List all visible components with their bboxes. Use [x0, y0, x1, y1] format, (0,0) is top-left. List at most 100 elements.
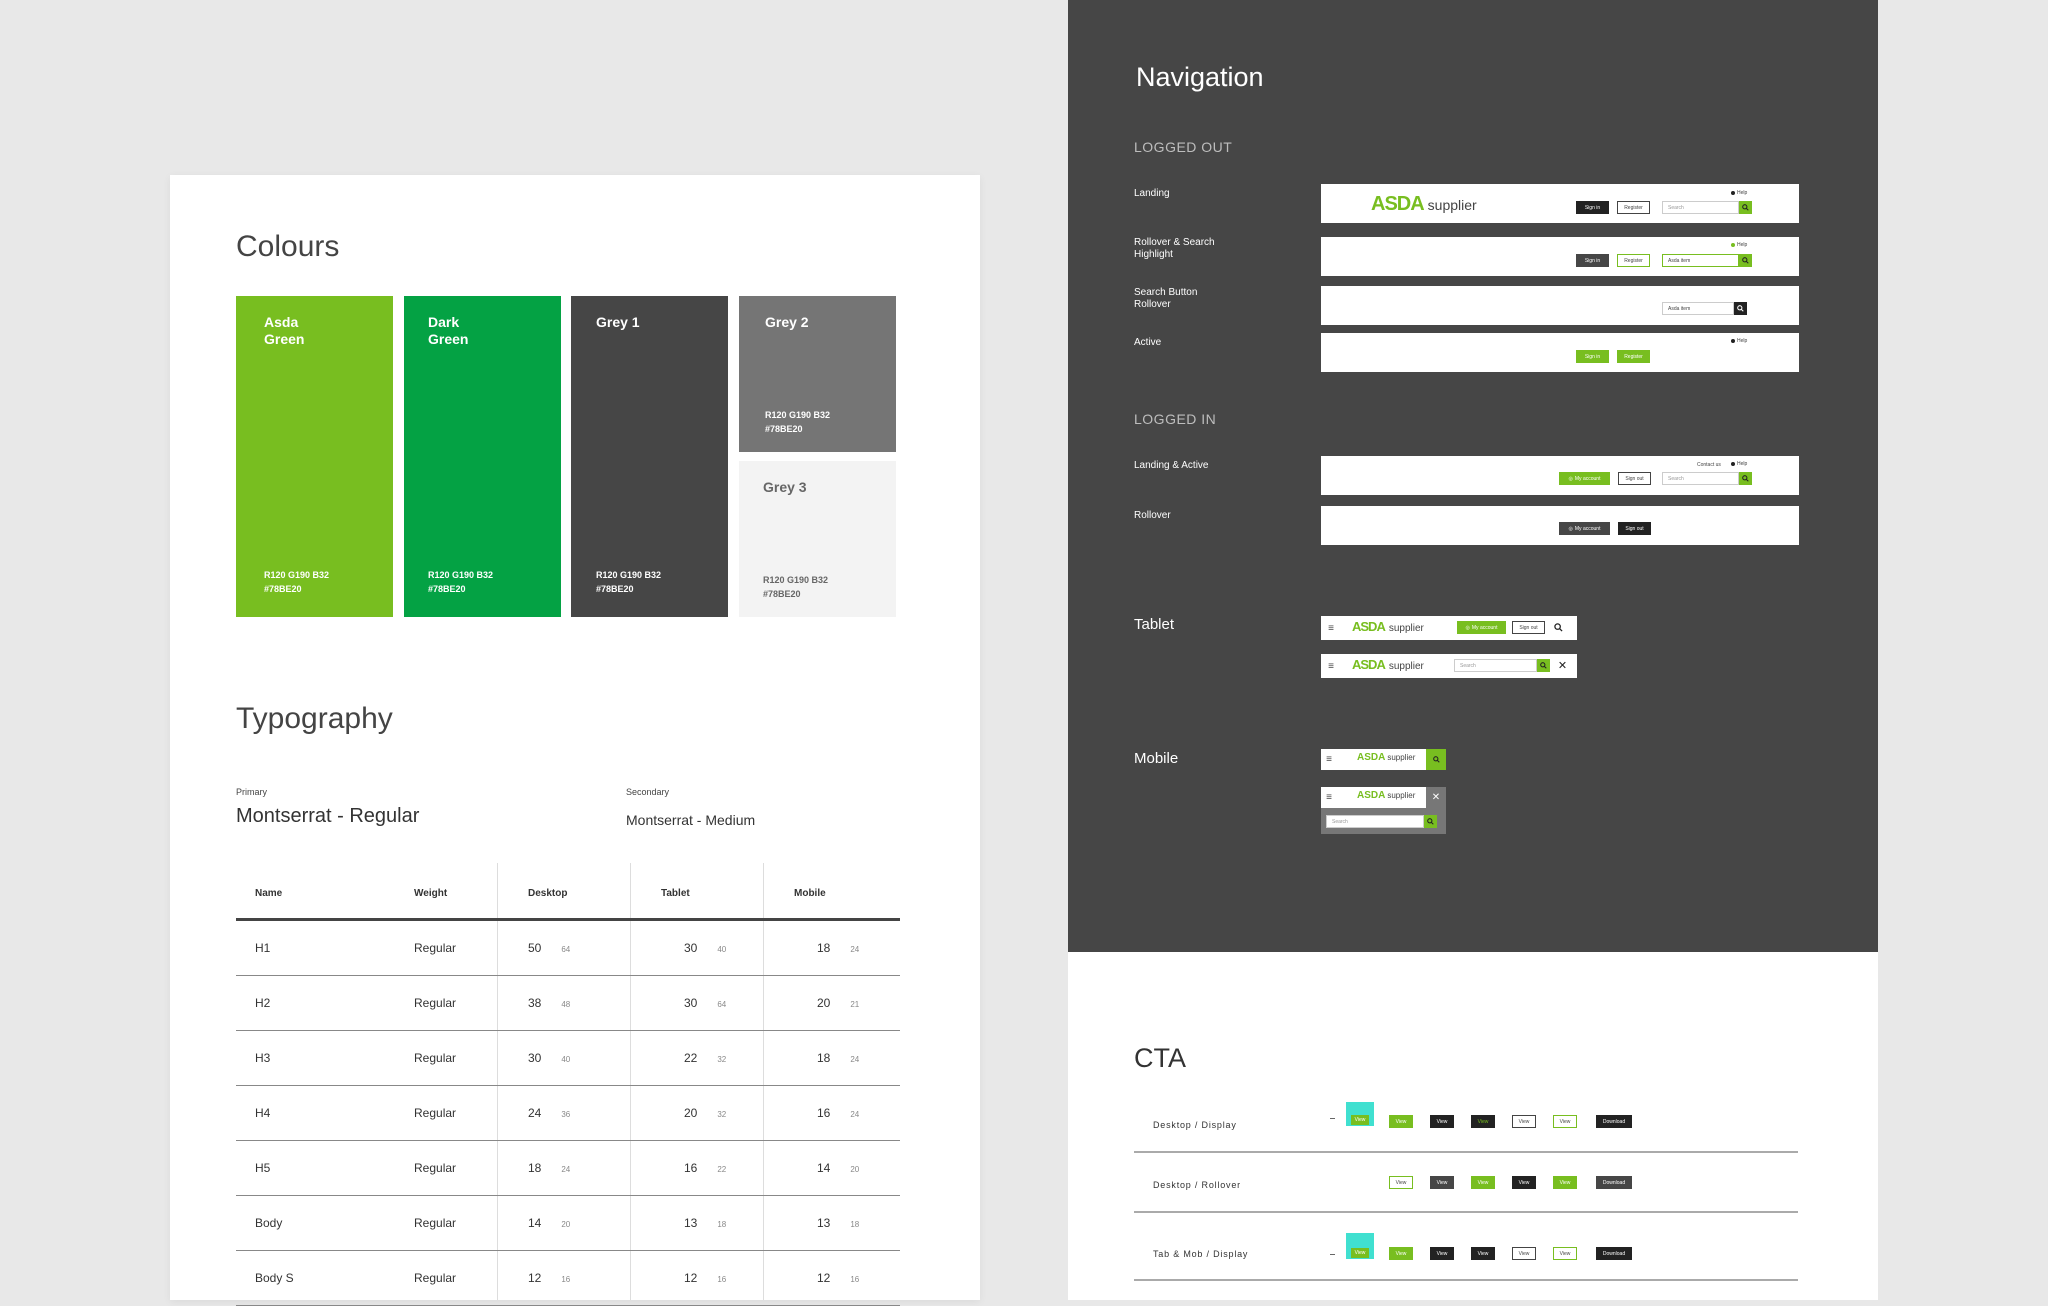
- register-button[interactable]: Register: [1617, 254, 1650, 267]
- view-button[interactable]: View: [1512, 1176, 1536, 1189]
- my-account-button[interactable]: ◎ My account: [1457, 621, 1506, 634]
- register-button[interactable]: Register: [1617, 350, 1650, 363]
- download-button[interactable]: Download: [1596, 1176, 1632, 1189]
- help-link[interactable]: Help: [1731, 338, 1747, 344]
- search-icon: [1737, 305, 1744, 312]
- search-icon: [1432, 756, 1440, 763]
- search-icon: [1540, 662, 1547, 669]
- sign-in-button[interactable]: Sign in: [1576, 201, 1609, 214]
- asda-logo[interactable]: ASDA supplier: [1357, 752, 1416, 763]
- view-button[interactable]: View: [1471, 1247, 1495, 1260]
- view-button[interactable]: View: [1351, 1248, 1369, 1258]
- swatch-rgb: R120 G190 B32: [763, 575, 829, 585]
- close-icon[interactable]: ✕: [1431, 792, 1441, 803]
- my-account-button[interactable]: ◎ My account: [1559, 472, 1610, 485]
- row-mobile: 18 24: [794, 919, 900, 976]
- contact-us-link[interactable]: Contact us: [1697, 462, 1721, 468]
- swatch-name: Grey 1: [596, 314, 640, 330]
- view-button[interactable]: View: [1512, 1247, 1536, 1260]
- nav-bar-rollover: Help Sign in Register Asda item: [1321, 237, 1799, 276]
- row-weight: Regular: [414, 1030, 506, 1086]
- hamburger-icon[interactable]: ≡: [1328, 622, 1334, 634]
- header-name: Name: [236, 868, 414, 921]
- view-button[interactable]: View: [1553, 1247, 1577, 1260]
- view-button[interactable]: View: [1430, 1247, 1454, 1260]
- nav-bar-landing: ASDA supplier Help Sign in Register Searc…: [1321, 184, 1799, 223]
- asda-logo[interactable]: ASDA supplier: [1371, 193, 1477, 215]
- row-weight: Regular: [414, 919, 506, 976]
- view-button[interactable]: View: [1512, 1115, 1536, 1128]
- sign-in-button[interactable]: Sign in: [1576, 350, 1609, 363]
- row-mobile: 12 16: [794, 1250, 900, 1306]
- swatch-name: Grey 2: [765, 314, 809, 330]
- table-row: H5 Regular 18 24 16 22 14 20: [236, 1140, 900, 1196]
- search-icon: [1554, 623, 1563, 632]
- search-input[interactable]: Search: [1662, 472, 1739, 485]
- asda-logo[interactable]: ASDA supplier: [1352, 619, 1424, 634]
- search-input[interactable]: Search: [1326, 815, 1424, 828]
- help-link[interactable]: Help: [1731, 242, 1747, 248]
- download-button[interactable]: Download: [1596, 1115, 1632, 1128]
- search-button[interactable]: [1739, 254, 1752, 267]
- style-guide-left-card: Colours Asda Green R120 G190 B32 #78BE20 …: [170, 175, 980, 1306]
- sign-out-button[interactable]: Sign out: [1618, 522, 1651, 535]
- view-button[interactable]: View: [1471, 1115, 1495, 1128]
- search-button[interactable]: [1426, 749, 1446, 770]
- hamburger-icon[interactable]: ≡: [1326, 792, 1332, 803]
- search-icon: [1742, 204, 1749, 211]
- sign-out-button[interactable]: Sign out: [1618, 472, 1651, 485]
- secondary-font: Montserrat - Medium: [626, 812, 756, 828]
- view-button[interactable]: View: [1389, 1247, 1413, 1260]
- swatch-hex: #78BE20: [596, 584, 634, 594]
- swatch-rgb: R120 G190 B32: [264, 570, 330, 580]
- view-button[interactable]: View: [1389, 1176, 1413, 1189]
- download-button[interactable]: Download: [1596, 1247, 1632, 1260]
- search-input[interactable]: Asda item: [1662, 254, 1739, 267]
- search-button[interactable]: [1739, 201, 1752, 214]
- close-icon[interactable]: ✕: [1557, 660, 1568, 672]
- row-desktop: 12 16: [506, 1250, 661, 1306]
- hamburger-icon[interactable]: ≡: [1328, 660, 1334, 672]
- row-tablet: 22 32: [661, 1030, 794, 1086]
- asda-logo[interactable]: ASDA supplier: [1357, 790, 1416, 801]
- primary-label: Primary: [236, 787, 267, 797]
- search-button[interactable]: [1537, 659, 1550, 672]
- search-button[interactable]: [1424, 815, 1437, 828]
- asda-logo[interactable]: ASDA supplier: [1352, 657, 1424, 672]
- search-button[interactable]: [1734, 302, 1747, 315]
- register-button[interactable]: Register: [1617, 201, 1650, 214]
- help-link[interactable]: Help: [1731, 190, 1747, 196]
- my-account-button[interactable]: ◎ My account: [1559, 522, 1610, 535]
- view-button[interactable]: View: [1553, 1115, 1577, 1128]
- navigation-title: Navigation: [1136, 62, 1264, 92]
- view-button[interactable]: View: [1389, 1115, 1413, 1128]
- row-label-search-button: Search Button Rollover: [1134, 287, 1198, 310]
- search-icon: [1742, 257, 1749, 264]
- search-button[interactable]: [1739, 472, 1752, 485]
- cta-row-label: Desktop / Display: [1153, 1120, 1237, 1130]
- search-button[interactable]: [1552, 621, 1565, 634]
- view-button[interactable]: View: [1553, 1176, 1577, 1189]
- swatch-hex: #78BE20: [765, 424, 803, 434]
- header-tablet: Tablet: [661, 868, 794, 921]
- help-link[interactable]: Help: [1731, 461, 1747, 467]
- view-button[interactable]: View: [1471, 1176, 1495, 1189]
- user-icon: ◎: [1568, 475, 1573, 482]
- search-input[interactable]: Search: [1662, 201, 1739, 214]
- search-input[interactable]: Search: [1454, 659, 1537, 672]
- mobile-bar-1: ≡ ASDA supplier: [1321, 749, 1446, 770]
- row-label-landing-active: Landing & Active: [1134, 460, 1209, 471]
- view-button[interactable]: View: [1430, 1115, 1454, 1128]
- swatch-grey-2: Grey 2 R120 G190 B32 #78BE20: [739, 296, 896, 452]
- hamburger-icon[interactable]: ≡: [1326, 754, 1332, 765]
- table-row: Body Regular 14 20 13 18 13 18: [236, 1195, 900, 1251]
- user-icon: ◎: [1465, 624, 1470, 631]
- view-button[interactable]: View: [1430, 1176, 1454, 1189]
- view-button[interactable]: View: [1351, 1115, 1369, 1125]
- row-desktop: 24 36: [506, 1085, 661, 1141]
- row-label-active: Active: [1134, 337, 1162, 348]
- search-input[interactable]: Asda item: [1662, 302, 1734, 315]
- row-tablet: 20 32: [661, 1085, 794, 1141]
- sign-out-button[interactable]: Sign out: [1512, 621, 1545, 634]
- sign-in-button[interactable]: Sign in: [1576, 254, 1609, 267]
